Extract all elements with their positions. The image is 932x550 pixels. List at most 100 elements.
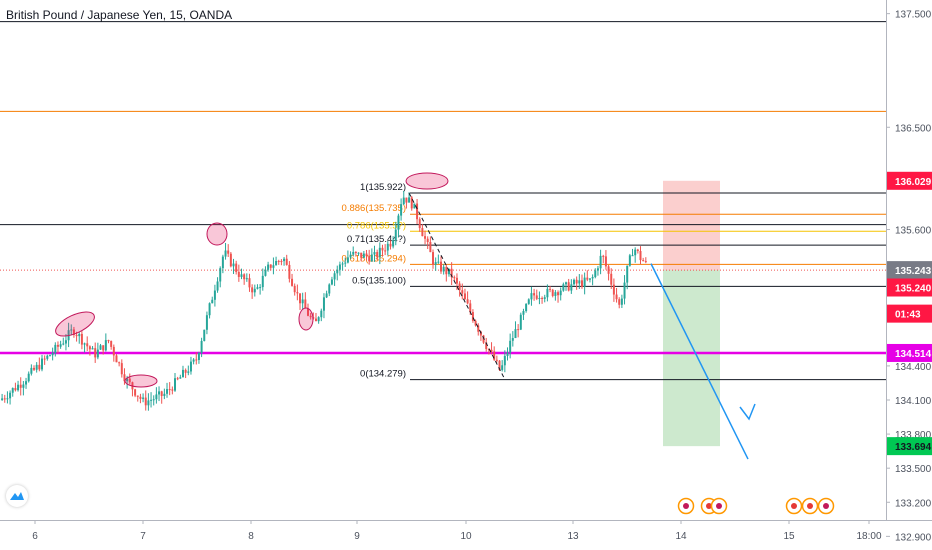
candle-body	[543, 297, 546, 299]
candle-body	[533, 293, 536, 296]
candle-body	[580, 280, 583, 287]
candle-body	[320, 310, 323, 318]
candle-body	[400, 204, 403, 216]
economic-event-icon-dot	[791, 503, 797, 509]
candle-body	[86, 343, 89, 347]
candle-body	[96, 349, 99, 358]
fib-level-label: 0.886(135.735)	[342, 203, 406, 214]
candle-body	[541, 297, 544, 299]
price-badge-label: 135.243	[895, 266, 932, 277]
candle-body	[615, 294, 618, 300]
candle-body	[70, 329, 73, 331]
candle-body	[330, 279, 333, 285]
candle-body	[365, 253, 368, 257]
candle-body	[219, 268, 222, 282]
candle-body	[522, 311, 525, 315]
candle-body	[41, 358, 43, 370]
candle-body	[490, 349, 493, 352]
candle-body	[264, 269, 267, 276]
candle-body	[136, 395, 139, 397]
price-badge	[887, 171, 932, 190]
candle-body	[535, 295, 538, 299]
candle-body	[509, 340, 512, 353]
candle-body	[229, 253, 232, 267]
candle-body	[240, 274, 243, 277]
candle-body	[628, 255, 631, 266]
tradingview-logo-icon[interactable]	[6, 485, 28, 507]
candle-body	[91, 348, 94, 350]
price-badge-label: 134.514	[895, 349, 932, 360]
candle-body	[142, 397, 145, 399]
candle-body	[144, 397, 147, 406]
candle-body	[33, 367, 36, 370]
highlight-ellipse	[298, 307, 314, 331]
candle-body	[413, 203, 416, 209]
candle-body	[501, 365, 504, 370]
candle-body	[288, 264, 291, 279]
candle-body	[602, 255, 605, 257]
candle-body	[402, 197, 405, 205]
candle-body	[368, 256, 371, 262]
candle-body	[208, 303, 211, 316]
candle-body	[51, 353, 54, 356]
candle-body	[27, 373, 30, 382]
candle-body	[517, 329, 520, 331]
candle-body	[147, 400, 150, 406]
candle-body	[578, 280, 581, 284]
candle-body	[463, 293, 466, 300]
candle-body	[354, 251, 357, 253]
candle-body	[46, 355, 49, 359]
candle-body	[631, 255, 634, 257]
take-profit-zone	[663, 270, 720, 447]
economic-event-icon-dot	[683, 503, 689, 509]
candle-body	[397, 215, 400, 230]
candle-body	[110, 340, 113, 347]
candle-body	[432, 252, 435, 265]
candle-body	[99, 345, 102, 350]
candle-body	[272, 265, 275, 268]
candle-body	[72, 329, 75, 335]
candle-body	[296, 292, 299, 294]
candle-body	[607, 266, 610, 274]
candle-body	[205, 315, 208, 330]
forecast-arrow-line	[650, 263, 749, 460]
candle-body	[158, 391, 161, 395]
highlight-ellipse	[206, 222, 228, 246]
candle-body	[245, 278, 248, 280]
candle-body	[216, 281, 219, 291]
candle-body	[166, 389, 169, 394]
candle-body	[155, 394, 158, 400]
candle-body	[322, 297, 325, 311]
candle-body	[248, 278, 251, 288]
candle-body	[235, 263, 238, 272]
candle-body	[269, 264, 272, 268]
candle-body	[421, 228, 424, 237]
candle-body	[588, 278, 591, 280]
candle-body	[477, 325, 480, 332]
candle-body	[511, 338, 514, 341]
candle-body	[610, 273, 613, 285]
candle-body	[17, 384, 20, 391]
candle-body	[461, 290, 464, 294]
candle-body	[450, 268, 453, 278]
candle-body	[275, 261, 278, 266]
candle-body	[549, 288, 552, 290]
candle-body	[301, 299, 304, 304]
candle-body	[283, 258, 286, 262]
candle-body	[487, 349, 490, 351]
candle-body	[115, 355, 118, 363]
y-tick-label: 133.200	[895, 498, 932, 509]
price-badge-label: 135.240	[895, 284, 932, 295]
candle-body	[565, 282, 568, 285]
y-tick-label: 133.800	[895, 430, 932, 441]
candle-body	[6, 398, 9, 400]
candle-body	[78, 333, 81, 337]
candle-body	[623, 282, 626, 299]
candle-body	[83, 343, 86, 345]
candle-body	[174, 378, 176, 391]
candle-body	[285, 258, 288, 265]
candle-body	[243, 274, 246, 280]
candle-body	[56, 344, 59, 347]
